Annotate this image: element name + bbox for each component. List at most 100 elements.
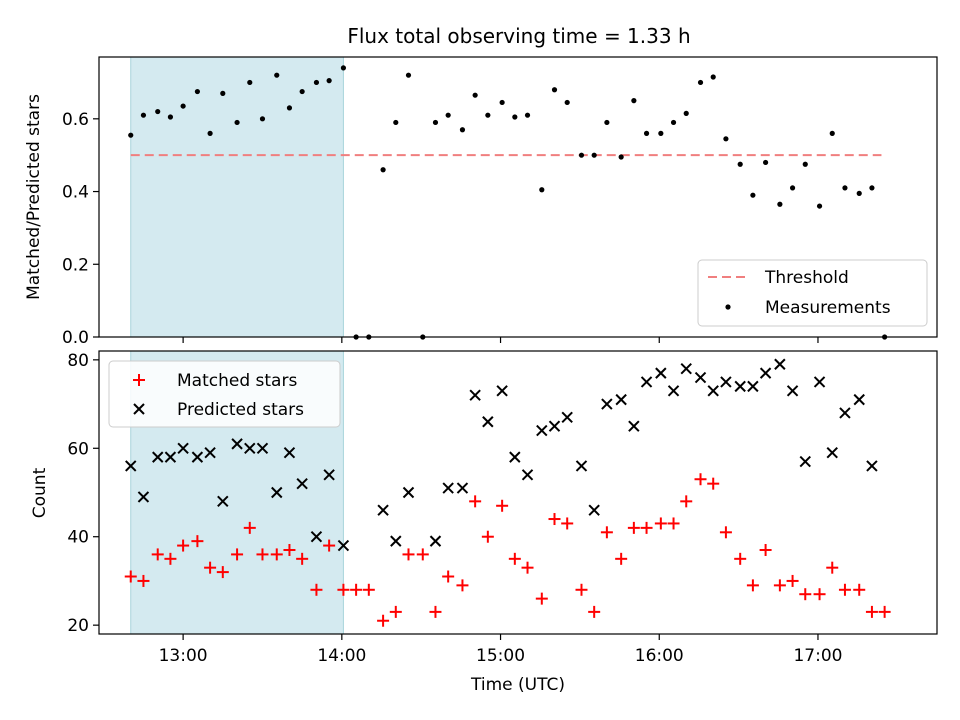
legend-matched-swatch [133, 374, 145, 386]
matched-star-point [231, 548, 244, 561]
predicted-star-point [244, 442, 256, 454]
predicted-star-point [137, 491, 150, 503]
measurement-point [578, 152, 585, 158]
matched-star-point [151, 548, 164, 561]
measurement-point [180, 103, 186, 109]
matched-star-point [813, 588, 826, 601]
matched-star-point [694, 473, 707, 486]
measurement-point [856, 190, 862, 196]
measurement-point [643, 130, 650, 136]
measurement-point [393, 119, 399, 126]
matched-star-point [734, 552, 747, 565]
matched-star-point [588, 605, 601, 618]
matched-star-point [759, 543, 772, 556]
matched-star-point [296, 552, 309, 565]
measurement-point [604, 119, 610, 126]
bottom-ytick-label: 40 [67, 528, 89, 548]
measurement-point [551, 87, 558, 93]
xtick-label: 14:00 [317, 646, 366, 666]
x-axis-label: Time (UTC) [470, 675, 565, 695]
measurement-point [750, 192, 756, 198]
measurement-point [485, 112, 491, 118]
matched-star-point [283, 543, 296, 556]
measurement-point [128, 132, 134, 138]
predicted-star-point [204, 446, 216, 459]
bottom-panel: 20 40 60 80 13:00 14:00 15:00 16:00 17:00 Count… [30, 350, 938, 695]
matched-star-point [535, 592, 548, 605]
measurement-point [459, 127, 466, 133]
predicted-star-point [853, 393, 865, 406]
predicted-star-point [271, 486, 283, 499]
legend-measurements-label: Measurements [765, 298, 891, 318]
matched-star-point [615, 552, 628, 565]
predicted-star-point [799, 455, 811, 468]
matched-star-point [521, 561, 534, 574]
predicted-star-point [164, 451, 177, 463]
measurement-point [140, 112, 147, 118]
predicted-star-point [402, 486, 415, 499]
measurement-point [683, 110, 689, 116]
figure-title: Flux total observing time = 1.33 h [347, 24, 690, 48]
predicted-star-point [601, 398, 613, 410]
matched-star-point [402, 548, 415, 561]
xtick-label: 16:00 [635, 646, 684, 666]
measurement-point [445, 112, 451, 118]
predicted-star-point [786, 385, 799, 397]
matched-star-point [575, 583, 588, 596]
measurement-point [274, 72, 280, 78]
top-ytick-label: 0.2 [62, 255, 89, 275]
measurement-point [380, 167, 386, 173]
predicted-star-point [456, 482, 469, 494]
measurement-point [299, 88, 305, 95]
bottom-y-axis-label: Count [30, 467, 50, 518]
legend-measurements-swatch [725, 304, 731, 310]
matched-star-point [719, 526, 732, 539]
predicted-star-point [680, 362, 692, 375]
measurement-point [472, 92, 478, 98]
predicted-star-point [482, 416, 494, 428]
top-ytick-label: 0.6 [62, 110, 89, 130]
predicted-star-point [774, 358, 786, 370]
measurement-point [405, 72, 412, 78]
measurement-point [340, 65, 347, 71]
predicted-star-point [588, 504, 600, 516]
matched-star-point [243, 521, 256, 534]
matched-star-point [853, 583, 866, 596]
matched-star-point [826, 561, 839, 574]
matched-star-point [561, 517, 574, 530]
matched-star-point [337, 583, 350, 596]
bottom-ytick-label: 60 [67, 439, 89, 459]
matched-star-point [773, 579, 786, 592]
top-ytick-label: 0.4 [62, 183, 89, 203]
xtick-label: 15:00 [476, 646, 525, 666]
predicted-star-point [707, 385, 719, 397]
bottom-ytick-label: 80 [67, 351, 89, 371]
predicted-star-point [813, 376, 826, 388]
measurement-point [710, 74, 716, 80]
predicted-star-point [561, 411, 573, 424]
matched-star-point [310, 583, 323, 596]
predicted-star-point [536, 424, 548, 437]
matched-star-point [442, 570, 455, 583]
matched-star-point [204, 561, 217, 574]
bottom-legend-box [108, 360, 341, 428]
bottom-legend: Matched stars Predicted stars [108, 360, 341, 428]
matched-star-point [137, 574, 150, 587]
predicted-star-point [826, 446, 838, 459]
measurement-point [829, 130, 835, 136]
matched-star-point [429, 605, 442, 618]
measurement-point [816, 203, 823, 209]
measurement-point [564, 99, 570, 106]
matched-star-point [216, 566, 229, 579]
measurement-point [207, 130, 213, 136]
matched-star-point [627, 521, 640, 534]
predicted-star-point [628, 420, 640, 432]
predicted-star-point [640, 376, 653, 388]
measurement-point [313, 79, 320, 86]
predicted-star-point [152, 451, 164, 463]
top-panel: 0.0 0.2 0.4 0.6 Matched/Predicted stars Thr… [24, 56, 938, 348]
predicted-star-point [323, 469, 335, 481]
matched-star-point [481, 530, 494, 543]
matched-star-point [786, 574, 799, 587]
